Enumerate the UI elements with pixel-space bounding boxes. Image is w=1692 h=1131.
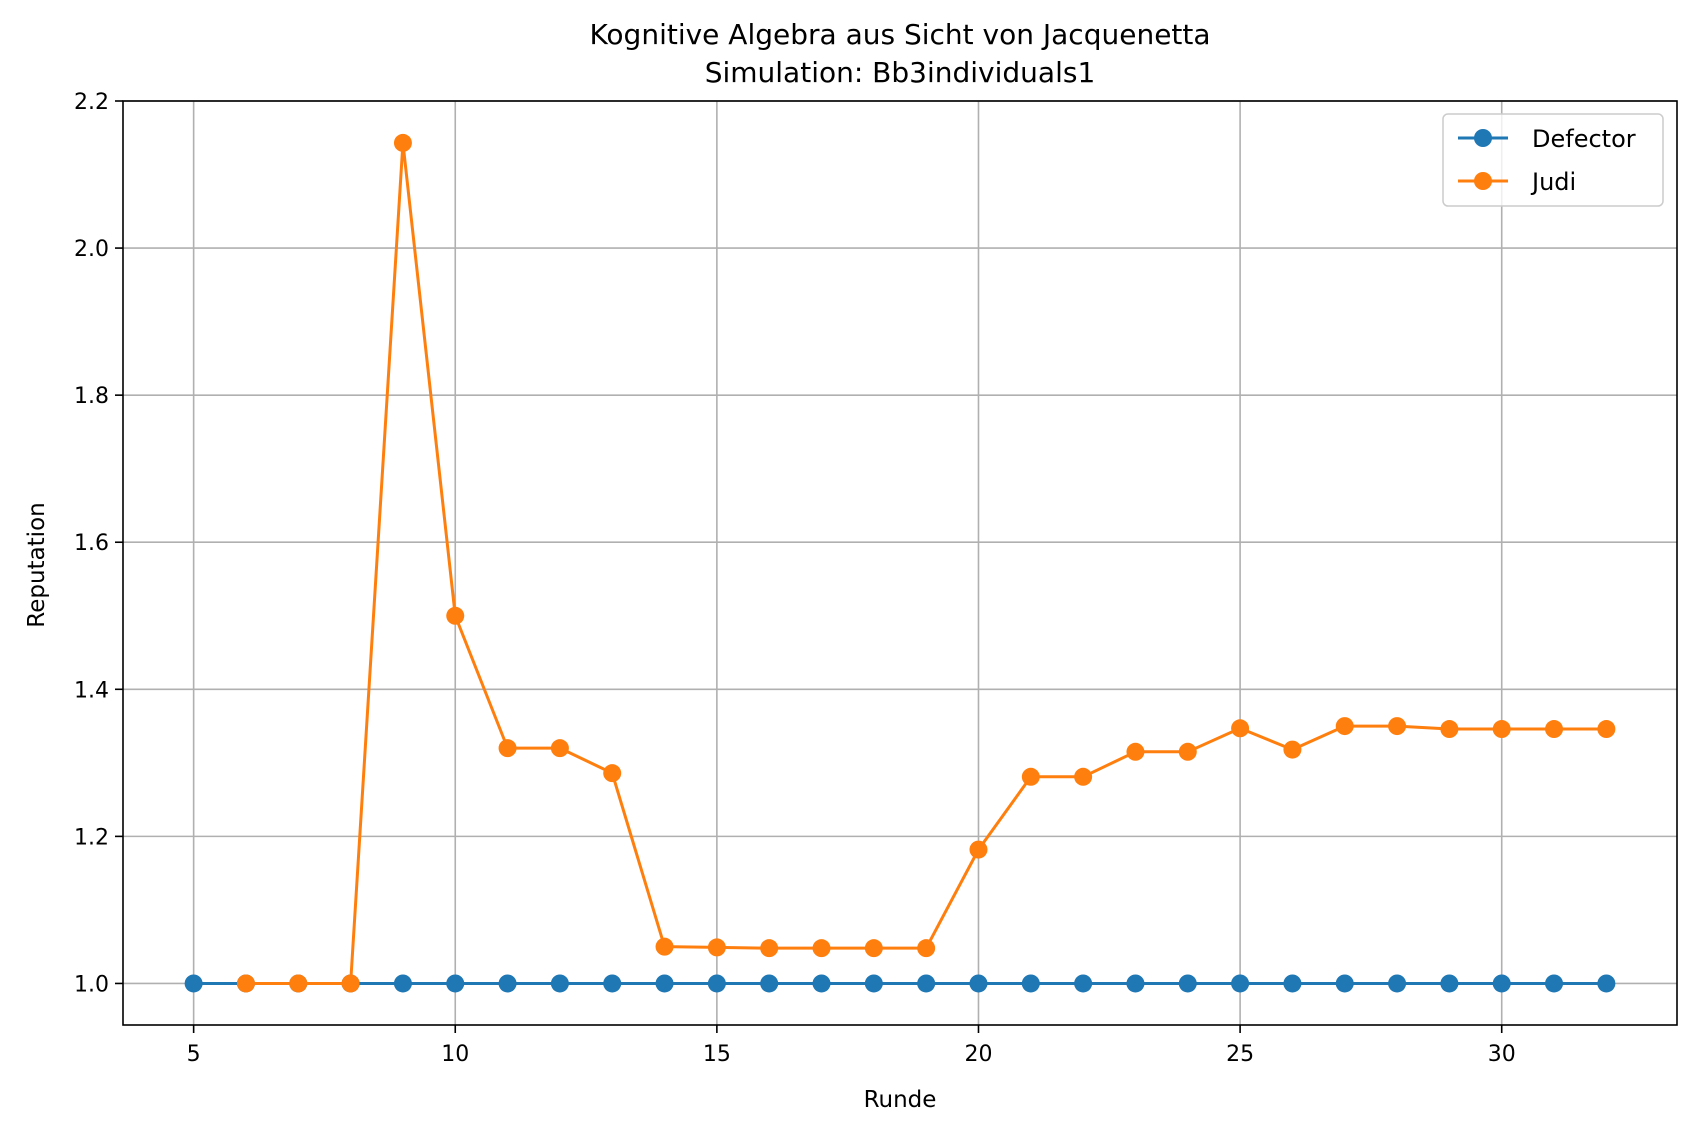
data-point-judi bbox=[603, 764, 622, 783]
data-point-judi bbox=[1178, 742, 1197, 761]
plot-series bbox=[184, 133, 1616, 993]
data-point-defector bbox=[393, 974, 412, 993]
data-point-defector bbox=[707, 974, 726, 993]
data-point-judi bbox=[1545, 720, 1564, 739]
x-axis-label: Runde bbox=[864, 1087, 937, 1113]
data-point-judi bbox=[707, 938, 726, 957]
data-point-defector bbox=[1492, 974, 1511, 993]
data-point-judi bbox=[1440, 720, 1459, 739]
chart-subtitle: Simulation: Bb3individuals1 bbox=[705, 56, 1096, 89]
data-point-defector bbox=[550, 974, 569, 993]
data-point-defector bbox=[184, 974, 203, 993]
data-point-defector bbox=[760, 974, 779, 993]
y-tick-label: 2.0 bbox=[74, 237, 109, 262]
data-point-judi bbox=[1597, 720, 1616, 739]
data-point-defector bbox=[603, 974, 622, 993]
data-point-defector bbox=[1178, 974, 1197, 993]
data-point-defector bbox=[1231, 974, 1250, 993]
x-tick-label: 5 bbox=[187, 1042, 201, 1067]
data-point-judi bbox=[1021, 767, 1040, 786]
x-tick-label: 25 bbox=[1226, 1042, 1254, 1067]
data-point-defector bbox=[1545, 974, 1564, 993]
data-point-defector bbox=[498, 974, 517, 993]
data-point-judi bbox=[446, 606, 465, 625]
data-point-defector bbox=[917, 974, 936, 993]
data-point-judi bbox=[1388, 717, 1407, 736]
data-point-judi bbox=[393, 133, 412, 152]
chart-title: Kognitive Algebra aus Sicht von Jacquene… bbox=[589, 18, 1210, 51]
data-point-defector bbox=[1335, 974, 1354, 993]
data-point-defector bbox=[1126, 974, 1145, 993]
x-tick-label: 10 bbox=[441, 1042, 469, 1067]
data-point-judi bbox=[550, 739, 569, 758]
data-point-defector bbox=[655, 974, 674, 993]
legend: Defector Judi bbox=[1442, 113, 1664, 207]
data-point-judi bbox=[236, 974, 255, 993]
data-point-judi bbox=[1231, 719, 1250, 738]
data-point-judi bbox=[1283, 740, 1302, 759]
data-point-judi bbox=[1126, 742, 1145, 761]
y-axis-ticks: 1.0 1.2 1.4 1.6 1.8 2.0 2.2 bbox=[74, 90, 123, 997]
data-point-judi bbox=[498, 739, 517, 758]
legend-label-defector: Defector bbox=[1532, 125, 1636, 153]
data-point-defector bbox=[446, 974, 465, 993]
legend-label-judi: Judi bbox=[1530, 168, 1576, 196]
data-point-judi bbox=[655, 937, 674, 956]
data-point-defector bbox=[1388, 974, 1407, 993]
data-point-judi bbox=[812, 939, 831, 958]
data-point-defector bbox=[1597, 974, 1616, 993]
data-point-defector bbox=[1440, 974, 1459, 993]
plot-area-frame bbox=[122, 100, 1678, 1026]
x-tick-label: 15 bbox=[703, 1042, 731, 1067]
data-point-judi bbox=[760, 939, 779, 958]
data-point-defector bbox=[1283, 974, 1302, 993]
y-tick-label: 2.2 bbox=[74, 90, 109, 115]
x-axis-ticks: 5 10 15 20 25 30 bbox=[187, 1025, 1516, 1067]
data-point-judi bbox=[969, 840, 988, 859]
x-tick-label: 30 bbox=[1488, 1042, 1516, 1067]
legend-marker-defector bbox=[1474, 129, 1492, 147]
data-point-defector bbox=[864, 974, 883, 993]
data-point-defector bbox=[969, 974, 988, 993]
y-axis-label: Reputation bbox=[24, 502, 50, 627]
y-tick-label: 1.8 bbox=[74, 384, 109, 409]
data-point-judi bbox=[917, 939, 936, 958]
y-tick-label: 1.6 bbox=[74, 531, 109, 556]
x-tick-label: 20 bbox=[964, 1042, 992, 1067]
y-tick-label: 1.2 bbox=[74, 825, 109, 850]
data-point-judi bbox=[341, 974, 360, 993]
y-tick-label: 1.4 bbox=[74, 678, 109, 703]
data-point-defector bbox=[1074, 974, 1093, 993]
data-point-judi bbox=[1335, 717, 1354, 736]
data-point-defector bbox=[1021, 974, 1040, 993]
legend-marker-judi bbox=[1474, 172, 1492, 190]
data-point-judi bbox=[864, 939, 883, 958]
y-tick-label: 1.0 bbox=[74, 972, 109, 997]
data-point-judi bbox=[1074, 767, 1093, 786]
data-point-judi bbox=[289, 974, 308, 993]
data-point-defector bbox=[812, 974, 831, 993]
data-point-judi bbox=[1492, 720, 1511, 739]
